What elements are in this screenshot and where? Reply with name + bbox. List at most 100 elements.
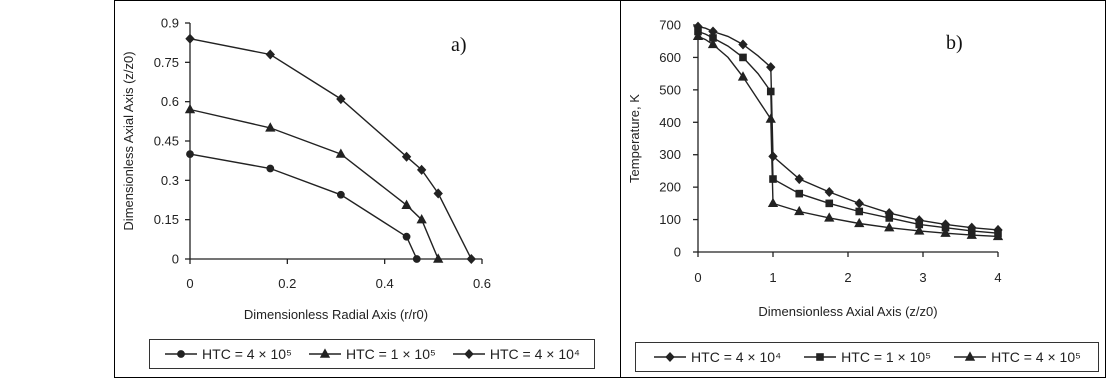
- b-data-point: [794, 174, 804, 185]
- b-y-axis-title: Temperature, K: [627, 94, 642, 183]
- legend-triangle-marker: [319, 348, 331, 358]
- legend-label: HTC = 1 × 10⁵: [841, 349, 932, 365]
- a-x-tick-label: 0: [186, 276, 193, 291]
- legend-item: HTC = 1 × 10⁵: [803, 349, 931, 365]
- a-series-line-3: [189, 38, 472, 260]
- b-data-point: [855, 207, 864, 216]
- legend-circle-icon: [165, 350, 198, 358]
- chart-a-svg: 0 0.15 0.3 0.45 0.6 0.75 0.9 0 0.2 0.4 0.6 Dimensio…: [121, 16, 491, 323]
- a-y-tick-label: 0.6: [161, 94, 179, 109]
- a-y-tick-label: 0.3: [161, 173, 179, 188]
- legend-label: HTC = 4 × 10⁴: [691, 349, 782, 365]
- legend-triangle-icon: [308, 348, 341, 358]
- b-series-line-2: [697, 30, 999, 234]
- b-data-point: [692, 30, 704, 41]
- b-series-line-3: [697, 35, 999, 238]
- legend-item: HTC = 1 × 10⁵: [308, 346, 436, 362]
- b-data-point: [739, 53, 747, 62]
- a-series-line-2: [189, 108, 439, 260]
- a-data-point: [416, 164, 427, 175]
- legend-label: HTC = 4 × 10⁵: [991, 349, 1081, 365]
- legend-item: HTC = 4 × 10⁵: [953, 349, 1081, 365]
- legend-label: HTC = 1 × 10⁵: [345, 346, 436, 362]
- a-data-point: [401, 199, 412, 209]
- b-x-axis-title: Dimensionless Axial Axis (z/z0): [758, 304, 937, 319]
- legend-diamond-marker: [665, 351, 675, 363]
- a-data-point: [265, 49, 275, 60]
- b-data-point: [966, 229, 977, 239]
- a-data-point: [412, 255, 421, 263]
- legend-label: HTC = 4 × 10⁵: [202, 346, 292, 362]
- a-data-point: [265, 122, 276, 132]
- a-y-tick-label: 0.15: [154, 212, 179, 227]
- legend-square-icon: [804, 353, 837, 361]
- legend-items: HTC = 4 × 10⁵ HTC = 1 × 10⁵ HTC = 4 × 10⁴: [150, 340, 594, 368]
- b-data-point: [765, 113, 776, 123]
- a-data-point: [466, 253, 476, 265]
- legend-item: HTC = 4 × 10⁵: [164, 346, 292, 362]
- panel-b-cell: 0 100 200 300 400 500 600 700 0 1 2 3 4 Dimensionless…: [620, 0, 1106, 378]
- b-data-point: [766, 87, 775, 96]
- b-data-point: [795, 189, 804, 198]
- a-data-point: [402, 232, 411, 241]
- b-data-point: [885, 214, 894, 222]
- legend-item: HTC = 4 × 10⁴: [452, 346, 580, 362]
- legend-a: HTC = 4 × 10⁵ HTC = 1 × 10⁵ HTC = 4 × 10⁴: [149, 339, 595, 369]
- b-y-tick-label: 200: [659, 180, 681, 195]
- b-y-tick-label: 100: [659, 212, 681, 227]
- a-data-point: [266, 164, 275, 173]
- b-data-point: [794, 205, 805, 216]
- a-panel-label: a): [451, 34, 467, 56]
- b-y-tick-label: 600: [659, 50, 681, 65]
- legend-triangle-icon: [954, 351, 987, 361]
- b-data-point: [738, 39, 748, 50]
- b-data-point: [766, 62, 776, 73]
- legend-b: HTC = 4 × 10⁴ HTC = 1 × 10⁵ HTC = 4 × 10⁵: [635, 342, 1099, 372]
- b-data-point: [940, 227, 951, 237]
- a-y-tick-label: 0.45: [154, 134, 179, 149]
- b-y-tick-label: 700: [659, 18, 681, 33]
- legend-diamond-icon: [452, 348, 485, 360]
- b-x-tick-label: 1: [769, 270, 776, 285]
- b-y-tick-label: 0: [674, 245, 681, 260]
- b-data-point: [825, 199, 834, 208]
- a-data-point: [416, 214, 427, 224]
- a-data-point: [186, 150, 194, 159]
- b-series-line-1: [697, 25, 999, 231]
- legend-square-marker: [816, 353, 824, 361]
- a-data-point: [185, 33, 195, 44]
- b-data-point: [707, 38, 719, 49]
- b-x-tick-label: 3: [919, 270, 926, 285]
- b-y-tick-label: 500: [659, 82, 681, 97]
- a-x-tick-label: 0.4: [376, 276, 394, 291]
- legend-diamond-marker: [464, 348, 474, 360]
- a-y-tick-label: 0: [172, 252, 179, 267]
- b-panel-label: b): [946, 32, 963, 54]
- b-data-point: [824, 186, 834, 198]
- b-data-point: [854, 198, 864, 209]
- a-y-tick-label: 0.75: [154, 55, 179, 70]
- legend-items: HTC = 4 × 10⁴ HTC = 1 × 10⁵ HTC = 4 × 10⁵: [636, 343, 1098, 371]
- legend-diamond-icon: [654, 351, 687, 363]
- b-data-point: [767, 197, 779, 208]
- legend-label: HTC = 4 × 10⁴: [489, 346, 580, 362]
- a-x-tick-label: 0.2: [278, 276, 296, 291]
- a-series-line-1: [189, 153, 418, 260]
- b-data-point: [737, 71, 749, 81]
- b-data-point: [824, 212, 835, 222]
- legend-triangle-marker: [964, 351, 976, 361]
- b-data-point: [992, 230, 1004, 241]
- b-y-tick-label: 300: [659, 147, 681, 162]
- a-x-tick-label: 0.6: [473, 276, 491, 291]
- panel-a-cell: 0 0.15 0.3 0.45 0.6 0.75 0.9 0 0.2 0.4 0.6 Dimensio…: [114, 0, 621, 378]
- b-y-tick-label: 400: [659, 115, 681, 130]
- legend-circle-marker: [177, 350, 185, 358]
- a-data-point: [336, 94, 346, 105]
- a-data-point: [401, 151, 412, 162]
- legend-item: HTC = 4 × 10⁴: [653, 349, 781, 365]
- b-x-tick-label: 4: [994, 270, 1001, 285]
- b-data-point: [854, 217, 865, 228]
- a-data-point: [433, 188, 443, 199]
- a-data-point: [336, 190, 345, 199]
